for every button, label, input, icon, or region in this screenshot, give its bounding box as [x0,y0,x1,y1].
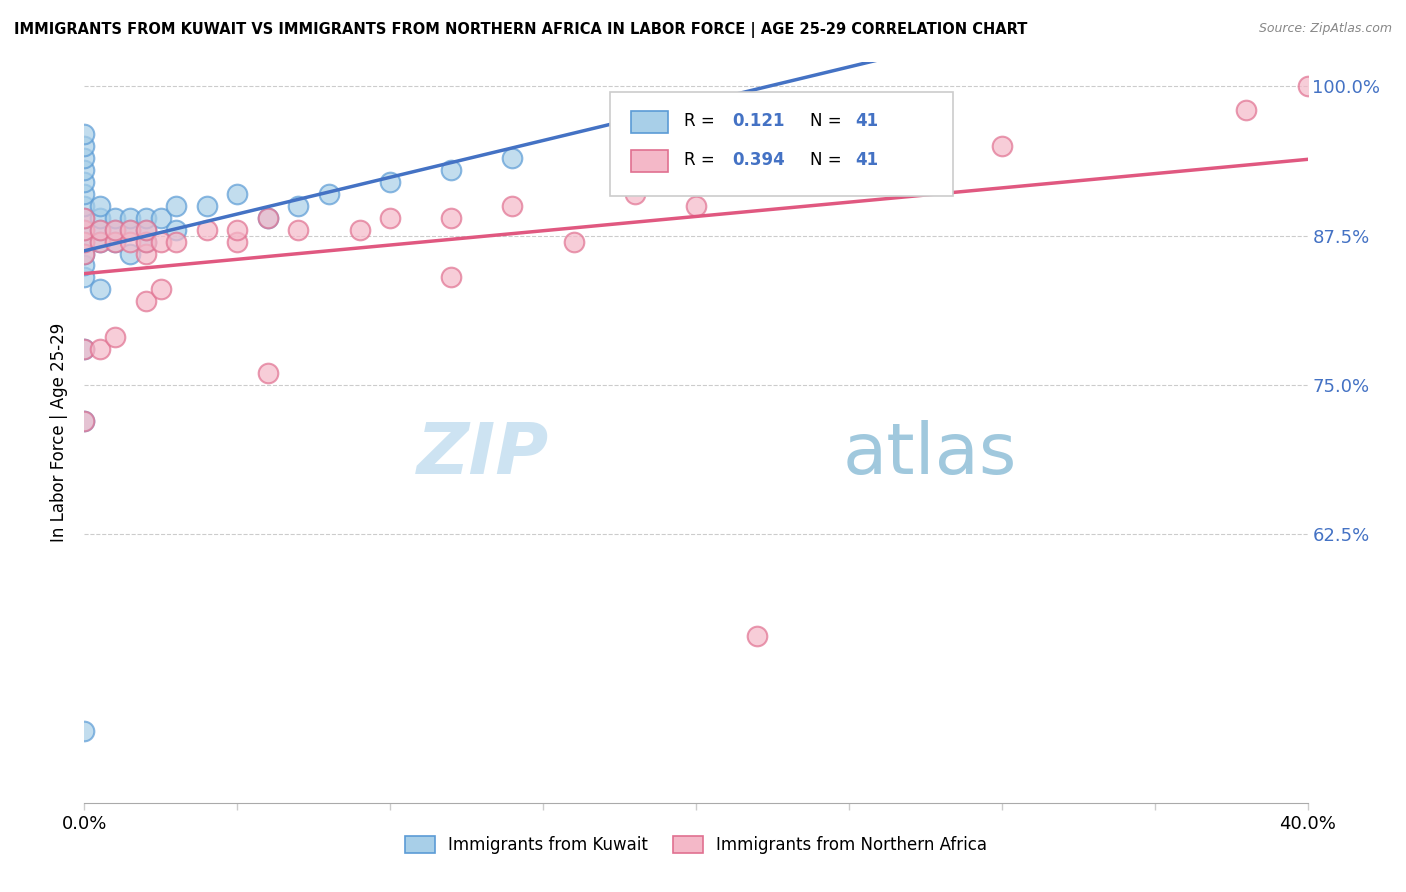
Point [135,222,157,236]
Point [73,259,96,273]
Point [73,162,96,177]
Point [1296,79,1319,94]
Point [73,270,96,285]
Text: 41: 41 [855,151,879,169]
Point [502,199,524,213]
Point [104,222,127,236]
Point [135,294,157,309]
Point [73,222,96,236]
Point [73,246,96,260]
Point [685,199,707,213]
Point [991,139,1014,153]
Point [165,222,187,236]
Text: 0.121: 0.121 [733,112,785,130]
Point [120,222,142,236]
Point [89,235,111,249]
Point [380,175,402,189]
Point [195,222,218,236]
Point [120,235,142,249]
Point [149,211,172,225]
Point [120,222,142,236]
Point [135,235,157,249]
Point [257,211,280,225]
Point [73,139,96,153]
Point [89,199,111,213]
Point [440,162,463,177]
Text: N =: N = [810,151,841,169]
Point [104,235,127,249]
Point [89,235,111,249]
Legend: Immigrants from Kuwait, Immigrants from Northern Africa: Immigrants from Kuwait, Immigrants from … [398,830,994,861]
Point [89,222,111,236]
Point [135,246,157,260]
Text: atlas: atlas [842,420,1017,490]
Point [89,282,111,296]
Point [226,186,249,201]
Point [226,222,249,236]
Point [257,366,280,380]
Point [89,211,111,225]
Point [73,127,96,141]
Point [73,211,96,225]
Point [257,211,280,225]
Point [135,222,157,236]
Point [73,199,96,213]
Point [380,211,402,225]
Point [747,629,769,643]
Point [120,246,142,260]
Point [73,246,96,260]
Point [440,270,463,285]
Point [747,162,769,177]
Point [73,175,96,189]
Text: R =: R = [683,151,714,169]
Point [104,235,127,249]
Point [287,199,309,213]
Bar [631,150,668,172]
Point [89,342,111,356]
Point [73,235,96,249]
Text: N =: N = [810,112,841,130]
Point [73,342,96,356]
Point [73,414,96,428]
FancyBboxPatch shape [610,92,953,195]
Point [73,414,96,428]
Point [1236,103,1258,118]
Point [73,235,96,249]
Point [89,222,111,236]
Point [73,342,96,356]
Point [104,330,127,344]
Point [104,211,127,225]
Point [73,222,96,236]
Text: IMMIGRANTS FROM KUWAIT VS IMMIGRANTS FROM NORTHERN AFRICA IN LABOR FORCE | AGE 2: IMMIGRANTS FROM KUWAIT VS IMMIGRANTS FRO… [14,22,1028,38]
Point [195,199,218,213]
Point [149,282,172,296]
Point [226,235,249,249]
Text: ZIP: ZIP [418,420,550,490]
Bar [631,111,668,133]
Point [135,235,157,249]
Text: Source: ZipAtlas.com: Source: ZipAtlas.com [1258,22,1392,36]
Point [120,211,142,225]
Point [287,222,309,236]
Point [654,175,676,189]
Y-axis label: In Labor Force | Age 25-29: In Labor Force | Age 25-29 [51,323,69,542]
Point [440,211,463,225]
Point [73,151,96,165]
Point [104,222,127,236]
Point [135,211,157,225]
Point [349,222,371,236]
Point [73,211,96,225]
Point [562,235,585,249]
Point [165,199,187,213]
Point [73,186,96,201]
Text: 0.394: 0.394 [733,151,786,169]
Point [502,151,524,165]
Point [149,235,172,249]
Point [318,186,340,201]
Point [73,724,96,739]
Point [624,186,647,201]
Text: R =: R = [683,112,714,130]
Text: 41: 41 [855,112,879,130]
Point [165,235,187,249]
